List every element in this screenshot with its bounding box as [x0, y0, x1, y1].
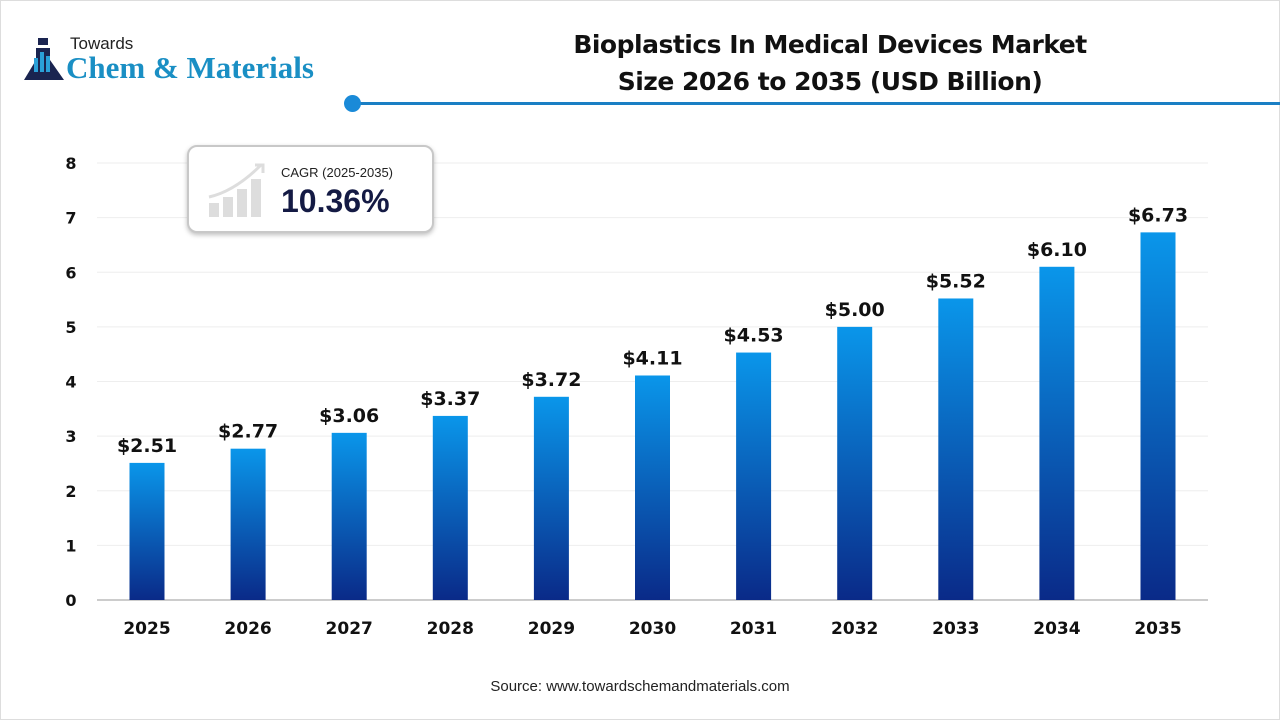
data-label: $5.52 [926, 270, 986, 292]
y-tick-label: 6 [65, 263, 76, 282]
bar [938, 298, 974, 600]
y-tick-label: 8 [65, 154, 76, 173]
x-tick-label: 2032 [831, 619, 878, 639]
bar [129, 462, 165, 600]
source-text: Source: www.towardschemandmaterials.com [490, 678, 790, 695]
x-tick-label: 2031 [730, 619, 777, 639]
title-line-2: Size 2026 to 2035 (USD Billion) [617, 67, 1043, 96]
bar [331, 432, 367, 600]
data-label: $2.77 [218, 421, 278, 443]
x-tick-label: 2034 [1033, 619, 1080, 639]
bar [837, 326, 873, 600]
flask-icon [24, 38, 64, 80]
data-label: $6.73 [1128, 204, 1188, 226]
bar [736, 352, 772, 600]
bar [635, 375, 670, 600]
data-label: $3.06 [319, 405, 379, 427]
y-tick-label: 7 [65, 209, 76, 228]
y-tick-label: 2 [65, 482, 76, 501]
cagr-box: CAGR (2025-2035) 10.36% [187, 145, 434, 233]
y-tick-label: 3 [65, 427, 76, 446]
x-tick-label: 2027 [326, 619, 373, 639]
x-tick-label: 2025 [123, 619, 170, 639]
bar [230, 448, 266, 600]
y-tick-label: 4 [65, 373, 76, 392]
x-tick-label: 2035 [1134, 619, 1181, 639]
x-tick-label: 2029 [528, 619, 575, 639]
data-label: $4.11 [622, 347, 682, 369]
logo-towards: Towards [70, 34, 134, 53]
x-tick-label: 2033 [932, 619, 979, 639]
bar [1039, 266, 1075, 600]
cagr-value: 10.36% [281, 183, 390, 219]
y-tick-label: 5 [65, 318, 76, 337]
data-label: $6.10 [1027, 239, 1087, 261]
chart-title: Bioplastics In Medical Devices Market Siz… [480, 26, 1180, 100]
logo-name: Chem & Materials [66, 50, 314, 85]
data-label: $4.53 [724, 325, 784, 347]
x-tick-label: 2030 [629, 619, 676, 639]
growth-chart-icon [208, 163, 265, 217]
x-tick-label: 2028 [427, 619, 474, 639]
title-rule [352, 102, 1280, 105]
bar [1140, 232, 1176, 600]
rule-dot [344, 95, 361, 112]
data-label: $5.00 [825, 299, 885, 321]
y-tick-label: 1 [65, 536, 76, 555]
x-tick-label: 2026 [224, 619, 271, 639]
data-label: $3.37 [420, 388, 480, 410]
title-line-1: Bioplastics In Medical Devices Market [573, 30, 1087, 59]
cagr-label: CAGR (2025-2035) [281, 165, 393, 180]
data-label: $3.72 [521, 369, 581, 391]
y-tick-label: 0 [65, 591, 76, 610]
bar [533, 396, 569, 600]
bar [432, 415, 468, 600]
data-label: $2.51 [117, 435, 177, 457]
